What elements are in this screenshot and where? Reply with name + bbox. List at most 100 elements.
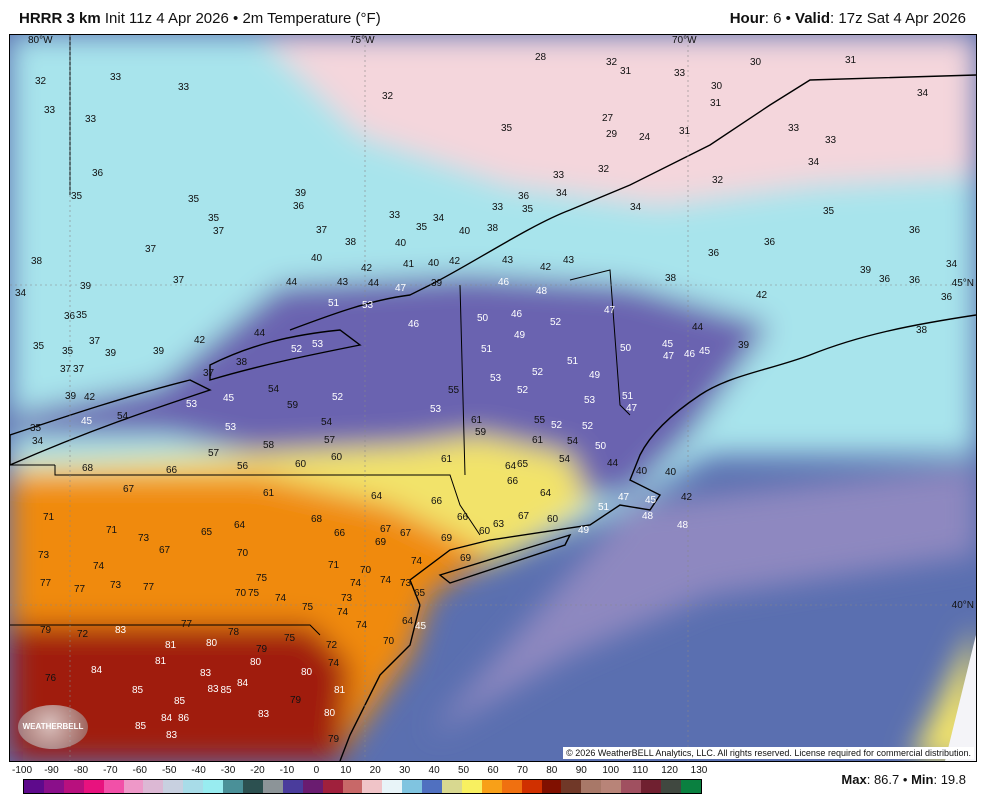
temperature-label: 71 [43,512,55,523]
temperature-label: 70 [237,548,249,559]
temperature-label: 47 [626,403,638,414]
temperature-label: 70 [383,636,395,647]
temperature-label: 54 [559,454,571,465]
temperature-label: 73 [341,593,353,604]
temperature-label: 31 [710,98,722,109]
temperature-label: 52 [550,317,562,328]
cold-north-region [260,35,976,205]
temperature-label: 52 [532,367,544,378]
temperature-label: 33 [389,210,401,221]
temperature-label: 74 [380,575,392,586]
temperature-label: 47 [604,305,616,316]
temperature-label: 53 [430,404,442,415]
temperature-label: 75 [248,588,260,599]
temperature-label: 81 [334,685,346,696]
colorbar-swatch [601,780,622,793]
temperature-label: 42 [194,335,206,346]
temperature-label: 40 [428,258,440,269]
max-min-readout: Max: 86.7 • Min: 19.8 [841,772,966,787]
temperature-label: 45 [223,393,235,404]
temperature-label: 77 [40,578,52,589]
colorbar-tick-label: 110 [632,765,649,776]
temperature-label: 83 [115,625,127,636]
colorbar-tick-label: 0 [313,765,320,776]
temperature-label: 36 [64,311,76,322]
temperature-label: 45 [81,416,93,427]
model-name: HRRR 3 km [19,10,101,27]
temperature-label: 36 [909,225,921,236]
temperature-label: 29 [606,129,618,140]
temperature-label: 53 [490,373,502,384]
colorbar-tick-label: 40 [428,765,440,776]
colorbar-swatch [541,780,562,793]
temperature-label: 35 [823,206,835,217]
temperature-label: 33 [553,170,565,181]
temperature-label: 64 [234,520,246,531]
colorbar-swatch [521,780,542,793]
no-data-corner [945,635,976,761]
colorbar-swatch [641,780,661,793]
temperature-label: 39 [80,281,92,292]
temperature-label: 37 [316,225,328,236]
temperature-label: 43 [337,277,349,288]
temperature-label: 73 [38,550,50,561]
temperature-label: 68 [311,514,323,525]
temperature-label: 38 [665,273,677,284]
colorbar-swatch [163,780,184,793]
temperature-label: 85 [174,696,186,707]
temperature-label: 42 [361,263,373,274]
colorbar-swatch [680,780,701,793]
temperature-label: 43 [563,255,575,266]
temperature-label: 68 [82,463,94,474]
hour-label: Hour [729,10,765,27]
temperature-label: 84 [237,678,249,689]
temperature-label: 75 [302,602,314,613]
temperature-label: 55 [534,415,546,426]
latitude-label: 40°N [951,600,974,611]
colorbar-swatch [402,780,423,793]
colorbar-tick-label: -40 [191,765,206,776]
colorbar-swatch [621,780,642,793]
temperature-label: 41 [403,259,415,270]
temperature-label: 44 [254,328,266,339]
colorbar-swatch [661,780,681,793]
colorbar-swatch [442,780,462,793]
colorbar-swatch [501,780,522,793]
temperature-label: 31 [679,126,691,137]
temperature-label: 36 [708,248,720,259]
colorbar-tick-label: -100 [11,765,33,776]
temperature-label: 60 [295,459,307,470]
temperature-label: 36 [92,168,104,179]
latitude-label: 45°N [951,278,974,289]
temperature-label: 48 [536,286,548,297]
temperature-label: 37 [173,275,185,286]
temperature-label: 30 [750,57,762,68]
temperature-label: 39 [860,265,872,276]
state-borders [10,269,631,636]
temperature-label: 83 [258,709,270,720]
temperature-label: 37 [203,368,215,379]
colorbar-tick-label: -60 [132,765,147,776]
temperature-label: 83 [207,684,219,695]
temperature-label: 51 [598,502,610,513]
temperature-label: 61 [471,415,483,426]
temperature-label: 40 [459,226,471,237]
temperature-label: 84 [161,713,173,724]
temperature-label: 38 [916,325,928,336]
max-value: 86.7 [873,772,900,787]
temperature-label: 36 [941,291,953,303]
temperature-label: 49 [589,370,601,381]
temperature-label: 53 [186,399,198,410]
temperature-label: 42 [449,256,461,267]
temperature-label: 79 [328,734,340,745]
temperature-label: 59 [475,427,487,438]
temperature-label: 66 [431,496,443,507]
temperature-label: 38 [345,237,357,248]
temperature-label: 44 [692,322,704,333]
temperature-label: 66 [334,528,346,539]
temperature-label: 44 [368,278,380,289]
temperature-label: 61 [532,435,544,446]
temperature-label: 69 [441,533,453,544]
temperature-label: 40 [395,238,407,249]
temperature-label: 52 [291,344,303,355]
